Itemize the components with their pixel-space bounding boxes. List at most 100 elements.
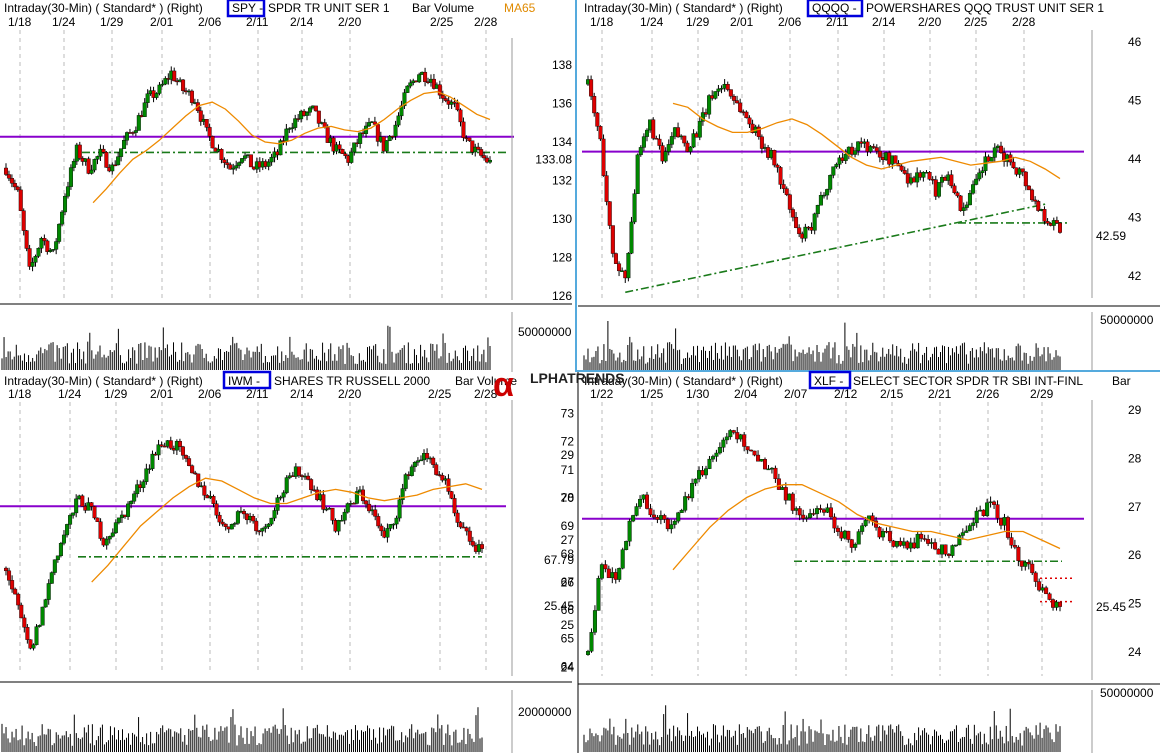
candle-up [49,572,54,584]
candle-up [142,102,147,117]
candle-down [184,455,189,459]
candle-down [595,112,600,127]
candle-down [759,136,764,149]
date-tick-label: 2/11 [246,15,269,29]
candle-down [325,127,330,143]
candle-up [663,151,668,162]
iwm-header-prefix: Intraday(30-Min) ( Standard* ) (Right) [4,374,203,388]
candle-up [964,530,969,533]
candle-up [412,462,417,468]
date-tick-label: 2/14 [290,15,314,29]
date-tick-label: 2/12 [834,387,858,401]
date-tick-label: 1/30 [686,387,710,401]
candle-up [985,502,990,516]
price-tick-label: 130 [552,212,572,226]
candle-down [1044,587,1049,595]
candle-down [440,475,445,481]
candle-up [37,625,42,627]
candle-down [181,79,186,91]
candle-down [884,531,889,533]
candle-down [228,164,233,170]
candle-down [45,240,50,252]
candle-down [306,475,311,480]
candle-down [870,515,875,522]
candle-down [927,172,932,180]
candle-down [745,446,750,451]
candle-down [1051,599,1056,608]
candle-down [943,544,948,555]
candle-up [957,535,962,546]
candle-down [189,90,194,103]
candle-down [797,227,802,235]
xlf-symbol[interactable]: XLF - [814,374,843,388]
candle-down [1016,546,1021,561]
candle-up [658,515,663,520]
candle-up [229,524,234,530]
candle-up [629,221,634,254]
date-tick-label: 2/25 [428,387,452,401]
right-price-tick-label: 45 [1128,94,1142,108]
candle-up [815,204,820,215]
qqqq-ma-line [672,102,1061,180]
price-tick-label: 29 [561,448,575,462]
candle-up [349,151,354,163]
candle-down [455,512,460,523]
spy-ma-line [92,91,491,204]
moving-average-line [92,91,491,204]
candle-down [898,540,903,546]
qqqq-name: POWERSHARES QQQ TRUST UNIT SER 1 [866,1,1104,15]
candle-up [243,155,248,159]
candle-up [278,140,283,156]
candle-up [287,128,292,130]
candle-down [340,149,345,154]
moving-average-line [91,477,483,583]
right-price-tick-label: 44 [1128,152,1142,166]
candle-down [337,144,342,150]
candle-up [231,167,236,170]
iwm-symbol[interactable]: IWM - [228,374,260,388]
candle-up [967,193,972,206]
candle-up [860,525,865,532]
price-tick-label: 133.08 [535,153,572,167]
candle-down [794,216,799,228]
candle-down [933,542,938,550]
candle-up [68,167,73,187]
candle-up [110,164,115,172]
qqqq-right-price-labels: 46 45 44 43 42 [1128,35,1142,283]
date-tick-label: 2/01 [730,15,754,29]
candle-up [116,156,121,166]
candle-up [147,468,152,470]
candle-up [145,93,150,103]
candle-up [150,453,155,469]
xlf-extra: Bar [1112,374,1131,388]
candle-down [6,174,11,179]
candle-down [601,138,606,176]
candle-down [749,449,754,452]
date-tick-label: 1/24 [58,387,82,401]
right-price-tick-label: 26 [1128,548,1142,562]
candle-down [958,195,963,211]
candle-up [342,511,347,521]
candle-up [144,468,149,482]
candle-down [1045,221,1050,224]
candle-down [781,184,786,189]
qqqq-symbol[interactable]: QQQQ - [812,1,857,15]
candle-up [834,164,839,167]
date-tick-label: 2/21 [928,387,952,401]
candle-up [929,542,934,544]
price-tick-label: 128 [552,251,572,265]
right-price-tick-label: 42 [1128,269,1142,283]
spy-panel-bg [0,0,572,372]
candle-down [1036,201,1041,211]
date-tick-label: 2/06 [198,387,222,401]
spy-symbol[interactable]: SPY - [232,1,263,15]
candle-up [825,189,830,196]
candle-down [1019,560,1024,567]
candle-up [234,165,239,169]
candle-up [856,141,861,151]
candle-up [974,510,979,524]
candle-up [237,162,242,166]
candle-down [464,527,469,532]
candle-up [599,564,604,579]
candle-down [992,501,997,505]
